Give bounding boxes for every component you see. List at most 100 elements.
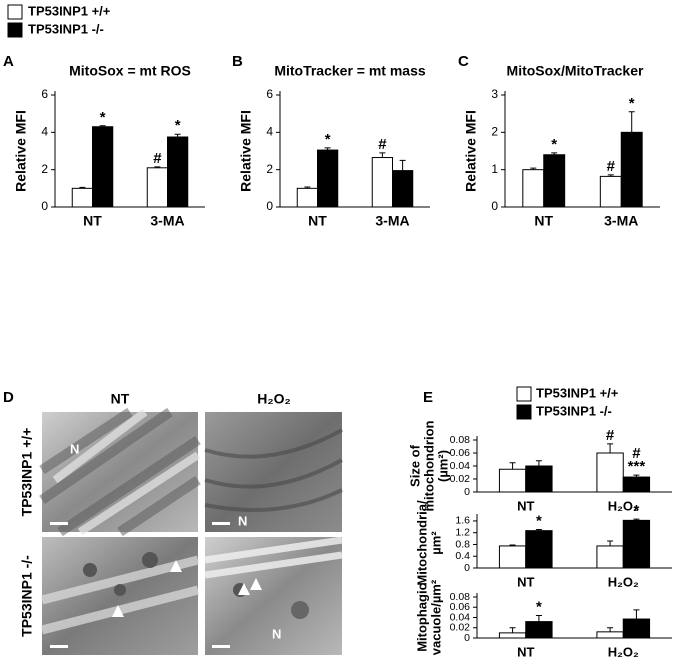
error-bar: [509, 544, 516, 546]
bar: [498, 545, 527, 569]
annotation: *: [100, 109, 106, 126]
x-tick-label: NT: [308, 213, 327, 229]
y-tick-label: 2: [41, 162, 48, 176]
panel-letter: B: [232, 53, 243, 70]
x-tick-label: 3-MA: [150, 213, 184, 229]
nucleus-label: N: [238, 513, 247, 528]
error-bar: [633, 518, 640, 521]
error-bar: [551, 152, 558, 155]
bar: [146, 167, 168, 208]
legend-label: TP53INP1 +/+: [28, 3, 111, 18]
annotation: *: [633, 502, 639, 519]
error-bar: [79, 186, 86, 189]
x-tick-label: H₂O₂: [608, 498, 639, 513]
error-bar: [535, 528, 542, 531]
error-bar: [633, 474, 640, 478]
x-tick-label: NT: [517, 644, 534, 659]
legend-label: TP53INP1 +/+: [536, 385, 619, 400]
annotation: #: [606, 427, 615, 444]
legend-swatch: [516, 386, 532, 402]
y-axis-label: Relative MFI: [13, 110, 29, 192]
bar: [620, 131, 643, 208]
y-tick-label: 0.08: [450, 591, 471, 603]
error-bar: [304, 186, 311, 189]
x-tick-label: NT: [517, 574, 534, 589]
y-axis-label: Mitochondria/: [414, 500, 429, 586]
y-tick-label: 0.08: [450, 434, 471, 446]
y-tick-label: 0.02: [450, 622, 471, 634]
legend-swatch: [7, 4, 23, 20]
y-tick-label: 1.6: [455, 515, 470, 527]
y-axis-label: Mitophagic: [414, 583, 429, 652]
legend-swatch: [516, 404, 532, 420]
y-tick-label: 0.06: [450, 601, 471, 613]
y-tick-label: 0: [266, 199, 273, 213]
y-tick-label: 0: [464, 486, 470, 498]
bar: [596, 631, 624, 639]
y-tick-label: 0.4: [455, 550, 470, 562]
annotation: #: [378, 136, 387, 153]
y-tick-label: 4: [41, 125, 48, 139]
bar: [622, 618, 651, 639]
row-label: TP53INP1 -/-: [19, 555, 35, 637]
x-tick-label: H₂O₂: [608, 644, 639, 659]
bar: [543, 154, 566, 208]
error-bar: [509, 462, 516, 470]
y-tick-label: 1.2: [455, 526, 470, 538]
y-axis-label: vacuole/µm²: [428, 579, 443, 655]
nucleus-label: N: [272, 626, 281, 641]
error-bar: [628, 111, 635, 133]
y-tick-label: 0: [464, 562, 470, 574]
micrograph: N: [204, 412, 343, 532]
legend-label: TP53INP1 -/-: [536, 403, 612, 418]
bar: [167, 136, 189, 208]
annotation: *: [175, 117, 181, 134]
y-tick-label: 0.04: [450, 460, 471, 472]
error-bar: [607, 174, 614, 177]
panel-letter: A: [3, 53, 14, 70]
panel-letter: D: [3, 389, 14, 406]
error-bar: [154, 166, 161, 168]
error-bar: [607, 540, 614, 546]
error-bar: [530, 167, 537, 170]
bar: [498, 632, 527, 639]
chart-title: MitoSox = mt ROS: [69, 63, 191, 79]
x-tick-label: NT: [83, 213, 102, 229]
y-tick-label: 3: [491, 87, 498, 101]
bar: [522, 169, 545, 208]
y-tick-label: 0: [41, 199, 48, 213]
error-bar: [535, 614, 542, 622]
bar: [392, 170, 414, 208]
micrograph: N: [39, 407, 201, 537]
micrograph: [40, 537, 200, 655]
y-tick-label: 0.8: [455, 538, 470, 550]
annotation: *: [325, 131, 331, 148]
y-tick-label: 1: [491, 162, 498, 176]
y-tick-label: 0: [491, 199, 498, 213]
x-tick-label: H₂O₂: [608, 574, 639, 589]
bar: [371, 157, 393, 208]
y-tick-label: 6: [41, 87, 48, 101]
error-bar: [607, 443, 614, 453]
y-tick-label: 0: [464, 632, 470, 644]
y-axis-label: Relative MFI: [463, 110, 479, 192]
x-tick-label: 3-MA: [604, 213, 638, 229]
bar: [599, 175, 622, 208]
annotation: *: [536, 512, 542, 529]
error-bar: [399, 159, 406, 171]
bar: [296, 187, 318, 208]
x-tick-label: NT: [517, 498, 534, 513]
x-tick-label: NT: [534, 213, 553, 229]
bar: [596, 452, 624, 493]
bar: [92, 126, 114, 208]
bar: [71, 187, 93, 208]
chart-title: MitoSox/MitoTracker: [507, 63, 644, 79]
column-label: NT: [111, 391, 130, 407]
y-tick-label: 4: [266, 125, 273, 139]
x-tick-label: 3-MA: [375, 213, 409, 229]
annotation: ***: [628, 458, 646, 475]
error-bar: [509, 627, 516, 633]
nucleus-label: N: [70, 441, 79, 456]
legend-swatch: [7, 22, 23, 38]
